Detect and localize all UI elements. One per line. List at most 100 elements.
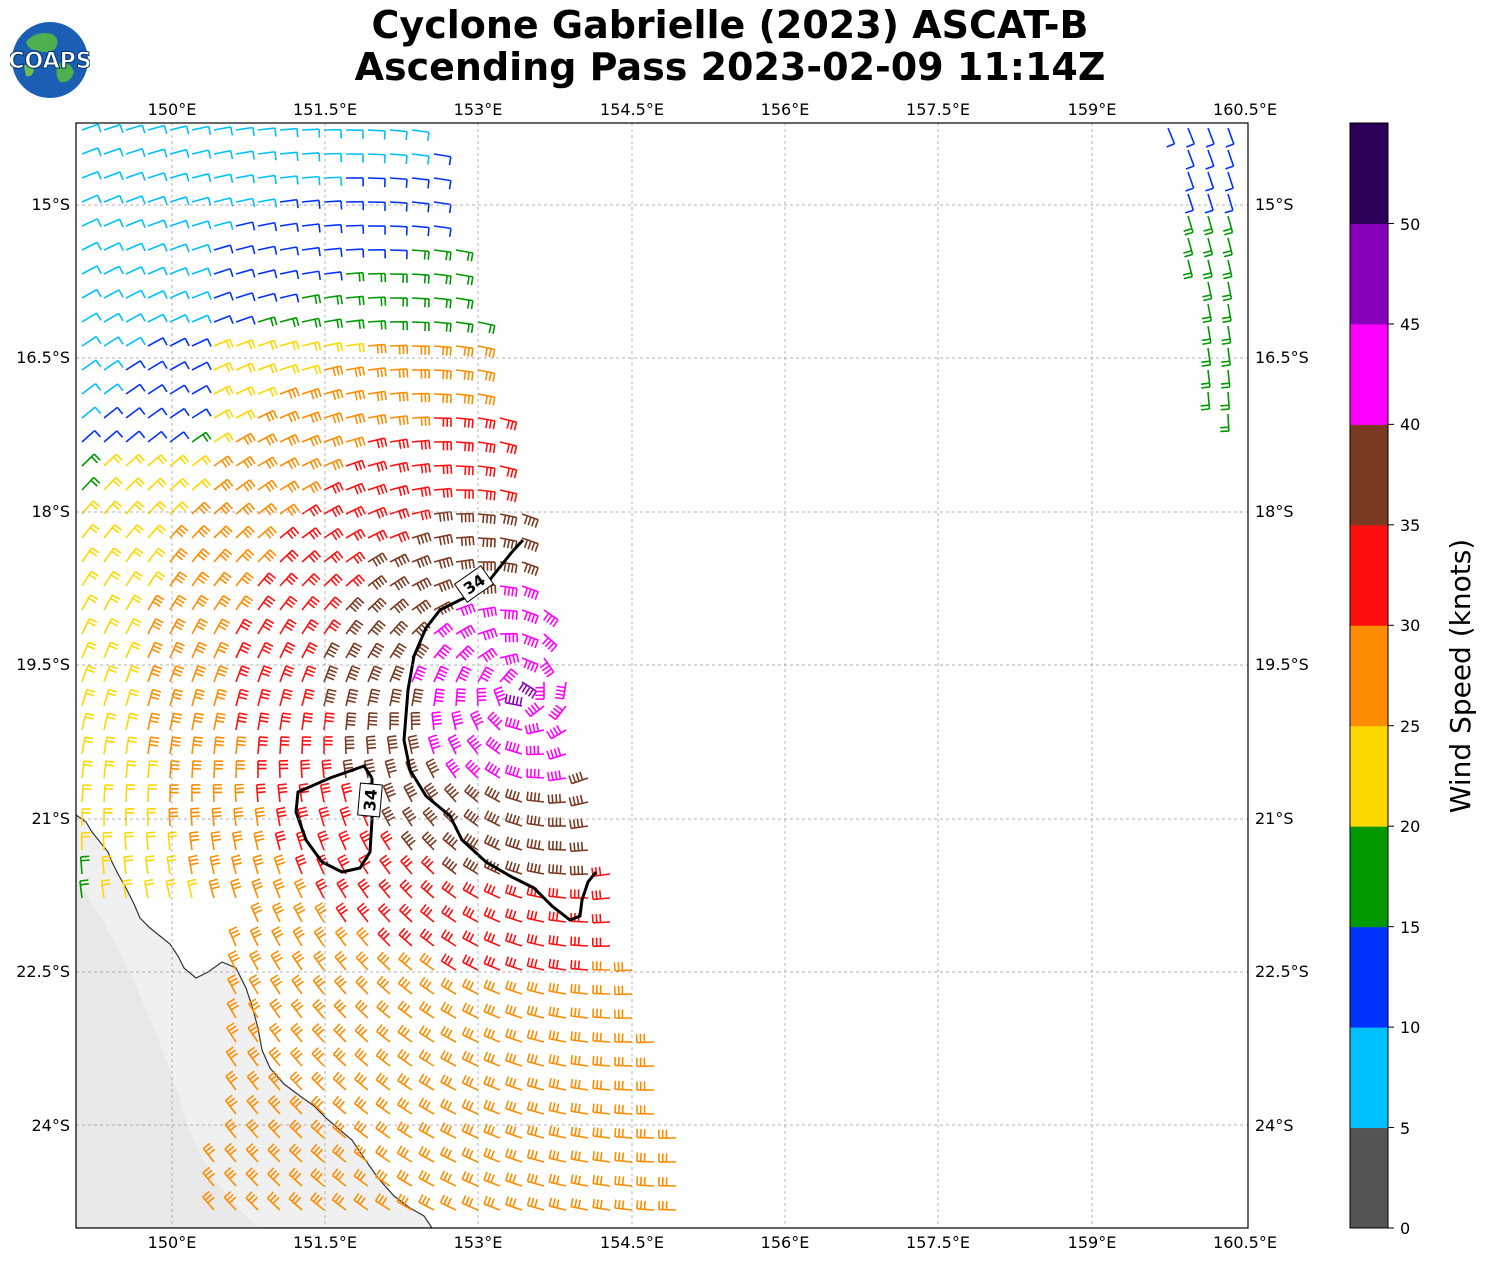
wind-barb — [418, 1145, 435, 1163]
wind-barb — [310, 1119, 325, 1139]
wind-barb — [257, 363, 278, 374]
wind-barb — [103, 336, 124, 347]
wind-barb — [440, 953, 457, 971]
wind-barb — [334, 974, 347, 995]
wind-barb — [224, 1166, 237, 1187]
wind-barb — [521, 657, 539, 673]
wind-barb — [504, 836, 523, 851]
wind-barb — [570, 1102, 589, 1115]
wind-barb — [323, 412, 344, 424]
wind-barb — [504, 716, 523, 731]
wind-barb — [147, 172, 168, 182]
wind-barb — [591, 937, 611, 948]
wind-barb — [548, 1125, 567, 1139]
wind-barb — [548, 864, 567, 875]
wind-barb — [521, 513, 539, 528]
wind-barb — [345, 528, 366, 541]
wind-barb — [367, 153, 386, 164]
wind-barb — [191, 125, 212, 135]
wind-barb — [213, 665, 229, 683]
wind-barb — [213, 267, 234, 278]
lon-tick-top: 156°E — [761, 100, 810, 119]
wind-barb — [317, 830, 329, 851]
wind-barb — [257, 760, 267, 779]
wind-barb — [147, 594, 165, 611]
lon-tick-top: 151.5°E — [293, 100, 357, 119]
colorbar — [1350, 123, 1394, 1229]
wind-barb — [191, 384, 212, 395]
wind-barb — [235, 221, 256, 231]
wind-barb — [191, 784, 201, 803]
wind-barb — [103, 808, 113, 827]
wind-barb — [614, 1056, 633, 1067]
wind-barb — [345, 551, 366, 564]
wind-barb — [367, 529, 388, 542]
wind-barb — [213, 173, 234, 183]
wind-barb — [442, 831, 458, 851]
wind-barb — [167, 831, 178, 851]
wind-barb — [396, 1097, 413, 1115]
wind-barb — [477, 561, 496, 571]
wind-barb — [613, 961, 633, 972]
wind-barb — [279, 363, 300, 375]
lon-tick-bottom: 153°E — [454, 1233, 503, 1252]
wind-barb — [418, 1097, 435, 1115]
wind-barb — [433, 345, 452, 356]
wind-barb — [548, 840, 567, 851]
wind-barb — [411, 225, 430, 237]
wind-barb — [125, 266, 146, 275]
wind-barb — [505, 1052, 523, 1067]
wind-barb — [235, 315, 256, 325]
wind-barb — [389, 201, 408, 212]
wind-barb — [169, 665, 185, 683]
wind-barb — [345, 248, 365, 258]
wind-barb — [269, 1022, 282, 1043]
wind-barb — [461, 1147, 479, 1163]
wind-barb — [233, 807, 244, 827]
wind-barb — [505, 1124, 523, 1139]
wind-barb — [103, 736, 116, 755]
wind-barb — [440, 977, 457, 995]
lat-tick-right: 21°S — [1255, 809, 1294, 828]
wind-barb — [504, 740, 523, 755]
wind-barb — [301, 527, 322, 540]
wind-barb — [397, 1024, 413, 1043]
wind-barb — [483, 1195, 501, 1211]
wind-barb — [614, 1080, 633, 1091]
wind-barb — [230, 854, 243, 875]
wind-barb — [455, 369, 474, 381]
wind-barb — [1221, 303, 1232, 324]
wind-barb — [1183, 215, 1194, 236]
wind-barb — [224, 1094, 238, 1115]
wind-barb — [301, 665, 317, 683]
wind-barb — [267, 1143, 281, 1163]
wind-barb — [526, 933, 545, 947]
wind-barb — [636, 1128, 655, 1139]
wind-barb — [145, 831, 156, 851]
wind-barb — [614, 1128, 633, 1139]
wind-barb — [202, 1190, 215, 1211]
wind-barb — [301, 434, 322, 447]
wind-barb — [455, 688, 466, 707]
wind-barb — [411, 249, 430, 260]
wind-barb — [147, 242, 168, 252]
wind-barb — [504, 932, 523, 947]
wind-barb — [290, 998, 304, 1019]
wind-barb — [103, 218, 124, 228]
wind-barb — [213, 338, 234, 349]
wind-barb — [334, 950, 348, 971]
wind-barb — [294, 878, 307, 899]
wind-barb — [335, 926, 348, 947]
wind-barb — [345, 436, 366, 448]
wind-barb — [125, 383, 146, 395]
wind-barb — [279, 688, 293, 707]
wind-barb — [614, 1009, 633, 1019]
wind-barb — [202, 1142, 216, 1163]
wind-barb — [213, 571, 232, 587]
wind-barb — [291, 950, 305, 971]
wind-barb — [336, 878, 349, 899]
wind-barb — [147, 618, 164, 635]
colorbar-segment — [1350, 1127, 1388, 1229]
wind-barb — [1222, 237, 1233, 258]
logo-text: COAPS — [10, 49, 90, 74]
